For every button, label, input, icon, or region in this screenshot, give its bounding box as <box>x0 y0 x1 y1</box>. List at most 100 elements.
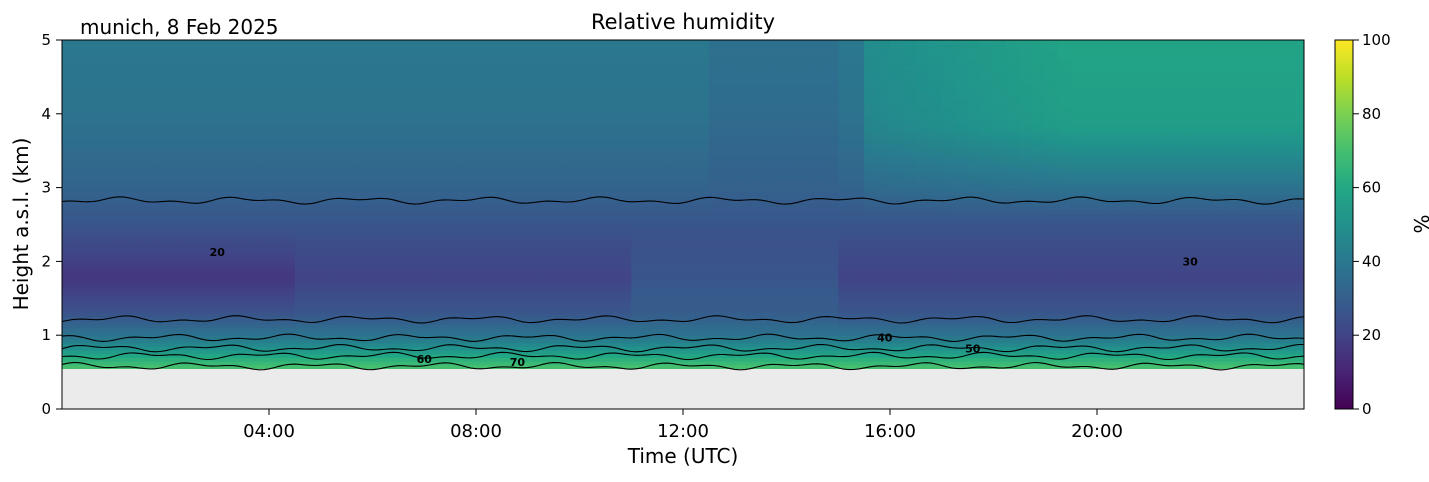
heatmap-cell <box>281 47 296 52</box>
heatmap-cell <box>411 40 425 45</box>
heatmap-cell <box>527 250 542 255</box>
heatmap-cell <box>657 143 671 148</box>
heatmap-cell <box>553 231 568 237</box>
heatmap-cell <box>424 99 438 104</box>
heatmap-cell <box>747 65 762 71</box>
heatmap-cell <box>411 80 425 85</box>
heatmap-cell <box>139 261 154 266</box>
heatmap-cell <box>514 327 529 333</box>
heatmap-cell <box>695 198 710 203</box>
heatmap-cell <box>281 95 296 100</box>
heatmap-cell <box>618 349 632 355</box>
heatmap-cell <box>87 76 102 82</box>
heatmap-cell <box>320 80 335 85</box>
heatmap-cell <box>566 261 581 266</box>
heatmap-cell <box>514 121 529 126</box>
heatmap-cell <box>579 143 594 148</box>
heatmap-cell <box>217 135 231 141</box>
heatmap-cell <box>760 143 775 148</box>
heatmap-cell <box>346 346 361 351</box>
heatmap-cell <box>359 176 374 181</box>
heatmap-cell <box>514 54 529 60</box>
heatmap-cell <box>74 172 89 178</box>
heatmap-cell <box>708 147 723 152</box>
heatmap-cell <box>566 272 581 277</box>
heatmap-cell <box>579 165 594 170</box>
heatmap-cell <box>553 106 568 111</box>
heatmap-cell <box>243 298 257 303</box>
heatmap-cell <box>411 338 425 344</box>
heatmap-cell <box>721 102 736 108</box>
heatmap-cell <box>346 217 361 222</box>
heatmap-cell <box>152 87 167 93</box>
heatmap-cell <box>592 183 606 189</box>
heatmap-cell <box>683 102 697 108</box>
heatmap-cell <box>721 316 736 322</box>
heatmap-cell <box>100 102 115 108</box>
heatmap-cell <box>579 324 594 329</box>
heatmap-cell <box>734 176 749 181</box>
heatmap-cell <box>540 224 555 229</box>
heatmap-cell <box>320 110 335 115</box>
heatmap-cell <box>165 132 180 137</box>
heatmap-cell <box>359 250 374 255</box>
heatmap-cell <box>553 301 568 307</box>
heatmap-cell <box>747 43 762 48</box>
heatmap-cell <box>592 301 606 307</box>
heatmap-cell <box>760 62 775 67</box>
heatmap-cell <box>204 346 218 351</box>
heatmap-cell <box>204 349 218 355</box>
heatmap-cell <box>372 84 387 89</box>
heatmap-cell <box>152 320 167 325</box>
heatmap-cell <box>333 106 348 111</box>
heatmap-cell <box>359 62 374 67</box>
heatmap-cell <box>100 172 115 178</box>
heatmap-cell <box>437 324 451 329</box>
heatmap-cell <box>100 305 115 310</box>
heatmap-cell <box>178 143 192 148</box>
heatmap-cell <box>773 305 788 310</box>
heatmap-cell <box>631 84 645 89</box>
heatmap-cell <box>307 257 322 262</box>
heatmap-cell <box>165 272 180 277</box>
heatmap-cell <box>152 313 167 318</box>
heatmap-cell <box>501 265 516 270</box>
heatmap-cell <box>747 69 762 74</box>
heatmap-cell <box>333 235 348 240</box>
heatmap-cell <box>476 287 490 292</box>
heatmap-cell <box>178 261 192 266</box>
heatmap-cell <box>734 313 749 318</box>
heatmap-cell <box>230 301 244 307</box>
heatmap-cell <box>87 294 102 299</box>
heatmap-cell <box>191 246 205 251</box>
heatmap-cell <box>695 290 710 296</box>
heatmap-cell <box>721 224 736 229</box>
heatmap-cell <box>217 272 231 277</box>
heatmap-cell <box>566 99 581 104</box>
heatmap-cell <box>152 158 167 163</box>
heatmap-cell <box>631 47 645 52</box>
heatmap-cell <box>385 62 399 67</box>
heatmap-cell <box>398 135 412 141</box>
heatmap-cell <box>476 198 490 203</box>
heatmap-cell <box>708 76 723 82</box>
heatmap-cell <box>476 313 490 318</box>
heatmap-cell <box>540 250 555 255</box>
heatmap-cell <box>217 301 231 307</box>
heatmap-cell <box>463 309 477 314</box>
heatmap-cell <box>683 124 697 130</box>
heatmap-cell <box>618 324 632 329</box>
heatmap-cell <box>372 110 387 115</box>
heatmap-cell <box>514 176 529 181</box>
heatmap-cell <box>320 180 335 185</box>
heatmap-cell <box>747 73 762 78</box>
heatmap-cell <box>398 353 412 358</box>
heatmap-cell <box>359 346 374 351</box>
heatmap-cell <box>579 353 594 358</box>
heatmap-cell <box>579 95 594 100</box>
heatmap-cell <box>398 106 412 111</box>
heatmap-cell <box>463 305 477 310</box>
heatmap-cell <box>281 290 296 296</box>
heatmap-cell <box>721 187 736 192</box>
heatmap-cell <box>424 194 438 200</box>
